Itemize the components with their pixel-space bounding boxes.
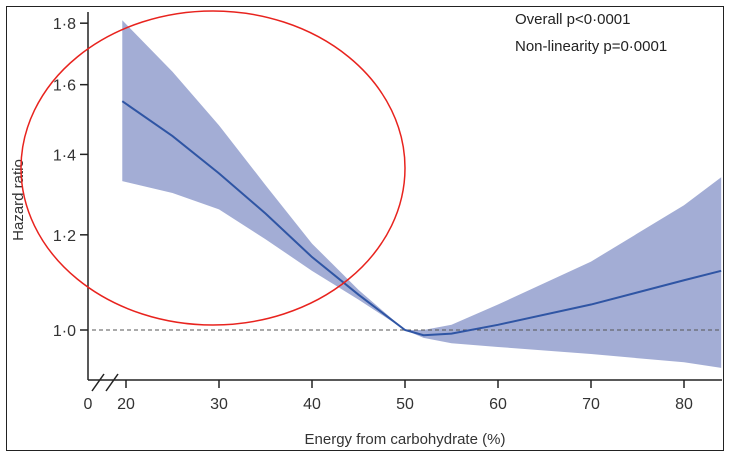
axis-break-mark <box>105 373 119 392</box>
x-tick-label: 20 <box>117 396 135 413</box>
confidence-band <box>122 20 722 368</box>
x-tick-label: 80 <box>675 396 693 413</box>
hazard-ratio-line <box>121 100 722 337</box>
annotation-overall-p: Overall p<0·0001 <box>515 11 631 28</box>
x-tick-label: 0 <box>84 396 93 413</box>
y-tick-label: 1·8 <box>53 16 76 33</box>
x-tick-label: 50 <box>396 396 414 413</box>
x-tick-label: 30 <box>210 396 228 413</box>
y-tick-label: 1·0 <box>53 323 76 340</box>
y-tick-label: 1·4 <box>53 147 76 164</box>
x-tick-label: 40 <box>303 396 321 413</box>
figure-frame <box>6 6 724 451</box>
y-axis-label: Hazard ratio <box>10 159 27 241</box>
y-tick-label: 1·2 <box>53 228 76 245</box>
axis-break-mark <box>91 373 105 392</box>
highlight-ellipse <box>20 10 406 326</box>
x-axis-label: Energy from carbohydrate (%) <box>305 431 506 448</box>
x-tick-label: 60 <box>489 396 507 413</box>
y-tick-label: 1·6 <box>53 78 76 95</box>
annotation-nonlinearity-p: Non-linearity p=0·0001 <box>515 38 667 55</box>
x-tick-label: 70 <box>582 396 600 413</box>
